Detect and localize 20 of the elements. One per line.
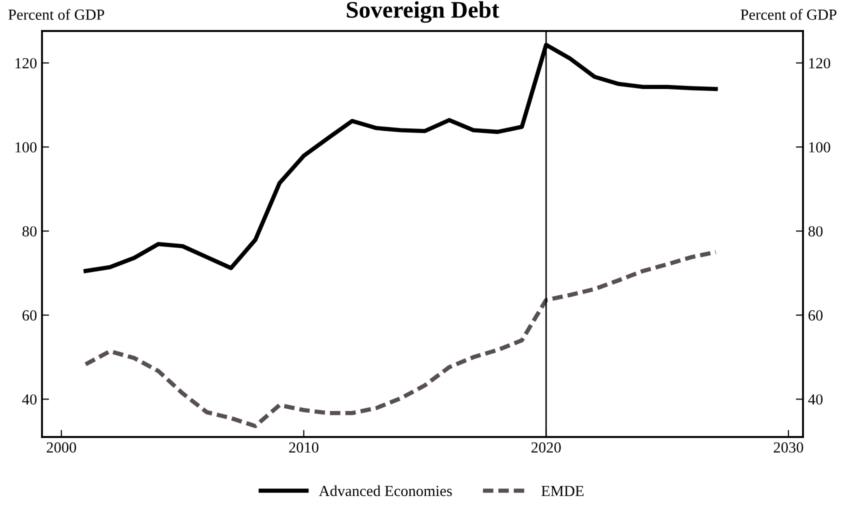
y2-tick-label: 40 — [808, 394, 823, 405]
chart-title: Sovereign Debt — [346, 1, 500, 23]
y2-tick-label: 80 — [808, 226, 823, 237]
x-tick-label: 2020 — [531, 442, 561, 453]
y2-tick-label: 100 — [809, 142, 830, 152]
y2-tick-label: 60 — [808, 310, 823, 321]
legend-label: EMDE — [541, 486, 584, 496]
x-tick-label: 2000 — [46, 442, 76, 453]
y-tick-label: 100 — [16, 142, 37, 152]
y2-axis-title: Percent of GDP — [740, 8, 836, 20]
y2-tick-label: 120 — [809, 58, 830, 68]
y-tick-label: 120 — [16, 58, 37, 68]
y-axis-title: Percent of GDP — [8, 8, 104, 20]
y-tick-label: 40 — [22, 394, 37, 405]
legend-label: Advanced Economies — [318, 485, 452, 496]
x-tick-label: 2030 — [774, 442, 804, 453]
y-tick-label: 60 — [22, 310, 37, 321]
x-tick-label: 2010 — [289, 442, 318, 453]
line-series — [84, 250, 718, 428]
y-tick-label: 80 — [22, 226, 37, 237]
